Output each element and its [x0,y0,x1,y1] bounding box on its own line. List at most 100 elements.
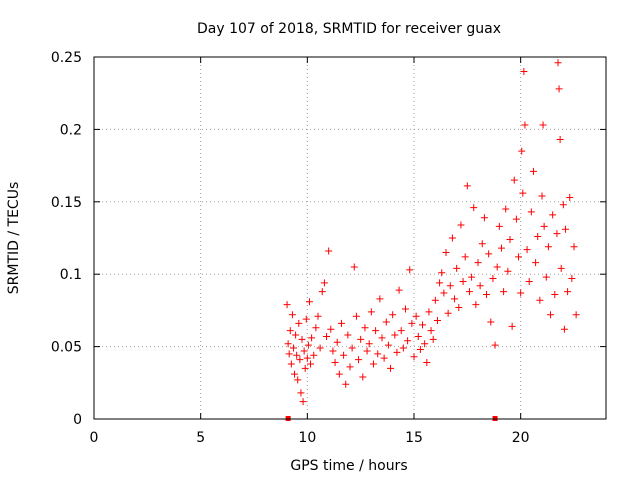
data-point [508,322,516,330]
data-point [433,317,441,325]
data-point [448,234,456,242]
data-point [520,67,528,75]
data-point [493,263,501,271]
data-point [289,344,297,352]
data-point [342,380,350,388]
data-point [312,324,320,332]
data-point [566,193,574,201]
data-point [419,321,427,329]
data-point [523,246,531,254]
data-point [288,311,296,319]
data-point [510,176,518,184]
data-point [304,341,312,349]
data-point [465,288,473,296]
data-point [384,341,392,349]
data-point [335,370,343,378]
y-tick-label: 0.05 [51,340,82,356]
data-point [561,225,569,233]
data-point [536,296,544,304]
y-tick-label: 0.25 [51,50,82,66]
data-point [380,354,388,362]
data-point [283,301,291,309]
data-point [472,301,480,309]
data-point [459,277,467,285]
data-point [285,350,293,358]
data-point [416,345,424,353]
data-point [504,267,512,275]
data-point [483,290,491,298]
data-point [340,351,348,359]
data-point [525,277,533,285]
data-point [344,331,352,339]
plot-frame [93,56,607,420]
axis-ticks: 0 5 10 15 20 0 0.05 0.1 0.15 0.2 0.25 [51,50,606,446]
data-point [325,247,333,255]
data-point [372,327,380,335]
data-point [323,332,331,340]
data-point [468,273,476,281]
data-point [410,353,418,361]
data-point [427,327,435,335]
data-point [389,311,397,319]
data-point [295,319,303,327]
data-point [495,222,503,230]
data-point [444,309,452,317]
data-point [429,335,437,343]
data-point [310,351,318,359]
data-point [517,289,525,297]
data-point [451,295,459,303]
data-point [331,359,339,367]
data-point [463,182,471,190]
data-point [397,327,405,335]
data-point [527,208,535,216]
data-point [532,259,540,267]
data-point [408,319,416,327]
data-point [506,235,514,243]
data-point [480,214,488,222]
data-points [283,59,580,421]
data-point [515,253,523,261]
y-tick-label: 0 [73,412,82,428]
data-point [399,344,407,352]
data-point [387,364,395,372]
data-point [442,248,450,256]
data-point [534,233,542,241]
data-point [369,360,377,368]
data-point [292,331,300,339]
data-point [352,312,360,320]
data-point [559,201,567,209]
data-point [337,319,345,327]
y-tick-label: 0.15 [51,195,82,211]
data-point [518,147,526,155]
data-point [544,243,552,251]
data-point [502,205,510,213]
data-point [542,273,550,281]
x-axis-label: GPS time / hours [290,458,407,474]
x-tick-label: 5 [196,430,205,446]
data-point [357,335,365,343]
data-point [470,204,478,212]
data-point [367,308,375,316]
data-point [406,266,414,274]
data-point [425,308,433,316]
x-tick-label: 20 [512,430,530,446]
data-point [446,282,454,290]
data-point [298,335,306,343]
data-point [487,318,495,326]
data-point [455,304,463,312]
data-point [350,263,358,271]
data-point [316,344,324,352]
data-point [318,288,326,296]
y-tick-label: 0.2 [60,122,82,138]
data-point [549,211,557,219]
y-tick-label: 0.1 [60,267,82,283]
data-point [287,360,295,368]
data-point [489,275,497,283]
data-point [376,295,384,303]
data-point [359,373,367,381]
data-point [382,318,390,326]
data-point [300,347,308,355]
data-point [395,286,403,294]
data-point [421,340,429,348]
data-point [457,221,465,229]
